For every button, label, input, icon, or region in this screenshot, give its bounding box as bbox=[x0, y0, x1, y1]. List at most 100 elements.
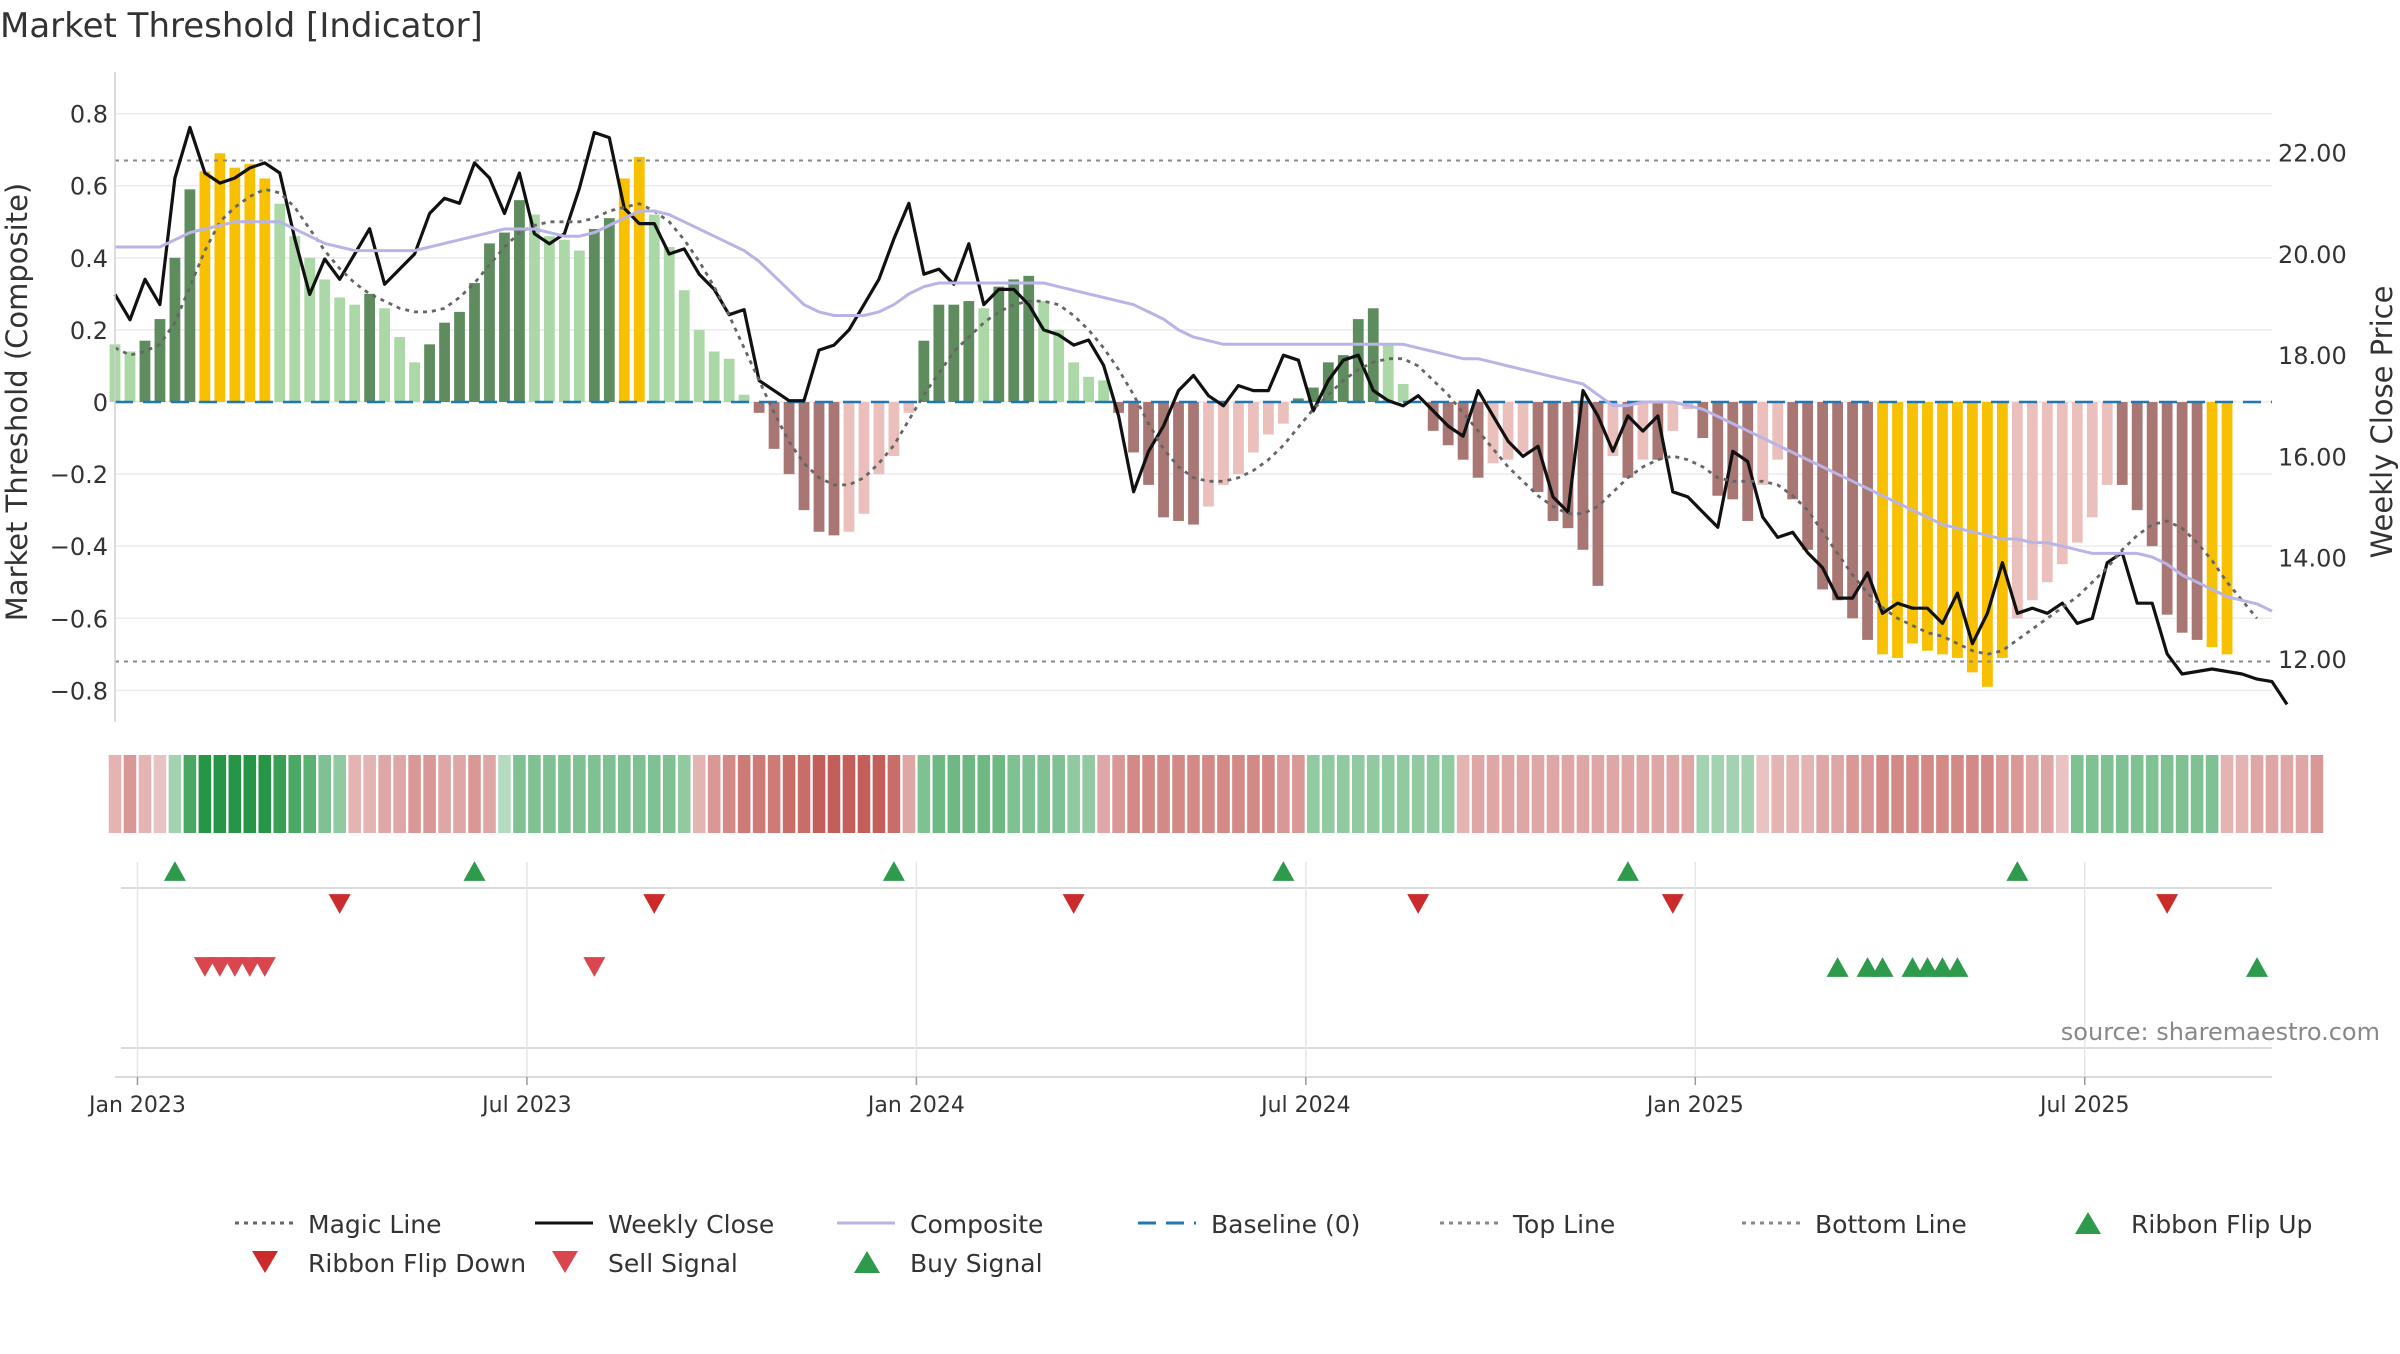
ribbon-cell bbox=[752, 755, 766, 833]
signal-marker-ribbon-flip-down bbox=[2156, 894, 2179, 914]
ribbon-cell bbox=[153, 755, 167, 833]
signal-marker-buy-signal bbox=[1856, 957, 1879, 977]
composite-bar bbox=[693, 329, 705, 402]
ribbon-cell bbox=[1711, 755, 1725, 833]
y-axis-label-right: Weekly Close Price bbox=[2365, 286, 2399, 559]
composite-bar bbox=[648, 214, 660, 402]
composite-bar bbox=[1502, 402, 1514, 460]
ribbon-cell bbox=[123, 755, 137, 833]
ribbon-cell bbox=[992, 755, 1006, 833]
ribbon-cell bbox=[138, 755, 152, 833]
ribbon-cell bbox=[1666, 755, 1680, 833]
ribbon-cell bbox=[797, 755, 811, 833]
composite-bar bbox=[2191, 402, 2203, 640]
composite-bar bbox=[1817, 402, 1829, 590]
composite-bar bbox=[349, 304, 361, 402]
composite-bar bbox=[1277, 402, 1289, 424]
legend-label: Buy Signal bbox=[910, 1249, 1043, 1278]
composite-bar bbox=[1143, 402, 1154, 485]
ribbon-cell bbox=[1157, 755, 1170, 833]
signal-marker-ribbon-flip-up bbox=[163, 861, 186, 881]
composite-bar bbox=[1922, 402, 1933, 651]
signal-marker-ribbon-flip-up bbox=[882, 861, 905, 881]
x-tick-label: Jan 2023 bbox=[87, 1093, 186, 1118]
ribbon-cell bbox=[483, 755, 496, 833]
y-tick-label-right: 14.00 bbox=[2278, 545, 2347, 573]
ribbon-cell bbox=[1906, 755, 1919, 833]
composite-bar bbox=[1352, 319, 1364, 402]
ribbon-strip bbox=[108, 755, 2324, 833]
composite-bar bbox=[813, 402, 825, 532]
ribbon-cell bbox=[2190, 755, 2204, 833]
ribbon-cell bbox=[1262, 755, 1275, 833]
ribbon-cell bbox=[2280, 755, 2294, 833]
composite-bar bbox=[1847, 402, 1858, 619]
composite-bar bbox=[1218, 402, 1229, 485]
y-tick-label-right: 22.00 bbox=[2278, 140, 2347, 168]
composite-bar bbox=[1937, 402, 1948, 655]
ribbon-cell bbox=[183, 755, 197, 833]
composite-bar bbox=[2116, 402, 2128, 485]
composite-bar bbox=[379, 308, 391, 402]
ribbon-cell bbox=[1007, 755, 1021, 833]
ribbon-cell bbox=[872, 755, 886, 833]
composite-bar bbox=[1667, 402, 1679, 431]
ribbon-cell bbox=[108, 755, 122, 833]
composite-bar bbox=[1457, 402, 1469, 460]
composite-bar bbox=[1862, 402, 1873, 640]
ribbon-cell bbox=[2250, 755, 2264, 833]
ribbon-cell bbox=[2130, 755, 2144, 833]
ribbon-cell bbox=[213, 755, 227, 833]
composite-bar bbox=[723, 358, 735, 402]
composite-bar bbox=[1128, 402, 1139, 453]
composite-bar bbox=[588, 228, 600, 402]
composite-bar bbox=[2221, 402, 2233, 655]
ribbon-cell bbox=[468, 755, 481, 833]
composite-bar bbox=[2206, 402, 2218, 648]
ribbon-cell bbox=[977, 755, 991, 833]
ribbon-cell bbox=[2085, 755, 2099, 833]
signal-marker-buy-signal bbox=[1946, 957, 1969, 977]
composite-bar bbox=[933, 304, 945, 402]
ribbon-cell bbox=[288, 755, 302, 833]
ribbon-cell bbox=[2220, 755, 2234, 833]
ribbon-cell bbox=[588, 755, 601, 833]
legend-swatch-ribbon-flip-down bbox=[252, 1250, 278, 1274]
composite-bar bbox=[199, 171, 211, 402]
composite-bar bbox=[1517, 402, 1529, 453]
y-tick-label-left: −0.8 bbox=[50, 677, 108, 705]
ribbon-cell bbox=[1606, 755, 1620, 833]
composite-bar bbox=[514, 200, 525, 402]
composite-bar bbox=[738, 394, 750, 402]
ribbon-cell bbox=[348, 755, 361, 833]
composite-bar bbox=[1802, 402, 1814, 550]
legend-label: Composite bbox=[910, 1210, 1043, 1239]
y-tick-label-left: 0.2 bbox=[70, 317, 108, 345]
composite-bar bbox=[753, 402, 765, 413]
ribbon-cell bbox=[1921, 755, 1934, 833]
composite-bar bbox=[963, 301, 975, 402]
composite-bar bbox=[1098, 380, 1110, 402]
composite-bar bbox=[1038, 301, 1050, 402]
ribbon-cell bbox=[1366, 755, 1380, 833]
composite-bar bbox=[439, 322, 450, 402]
composite-bar bbox=[244, 164, 256, 402]
ribbon-cell bbox=[2145, 755, 2159, 833]
composite-bar bbox=[678, 290, 690, 402]
composite-bar bbox=[1113, 402, 1124, 413]
signal-marker-ribbon-flip-down bbox=[643, 894, 666, 914]
y-tick-label-right: 18.00 bbox=[2278, 342, 2347, 370]
ribbon-cell bbox=[647, 755, 661, 833]
composite-bar bbox=[169, 257, 181, 402]
ribbon-cell bbox=[498, 755, 511, 833]
composite-bar bbox=[1787, 402, 1799, 500]
ribbon-cell bbox=[1396, 755, 1410, 833]
signal-marker-sell-signal bbox=[223, 957, 246, 977]
ribbon-cell bbox=[1816, 755, 1829, 833]
ribbon-cell bbox=[662, 755, 676, 833]
composite-bar bbox=[1892, 402, 1903, 658]
ribbon-cell bbox=[1981, 755, 1994, 833]
x-tick-label: Jan 2024 bbox=[866, 1093, 965, 1118]
composite-bar bbox=[1053, 329, 1065, 402]
ribbon-cell bbox=[1127, 755, 1140, 833]
